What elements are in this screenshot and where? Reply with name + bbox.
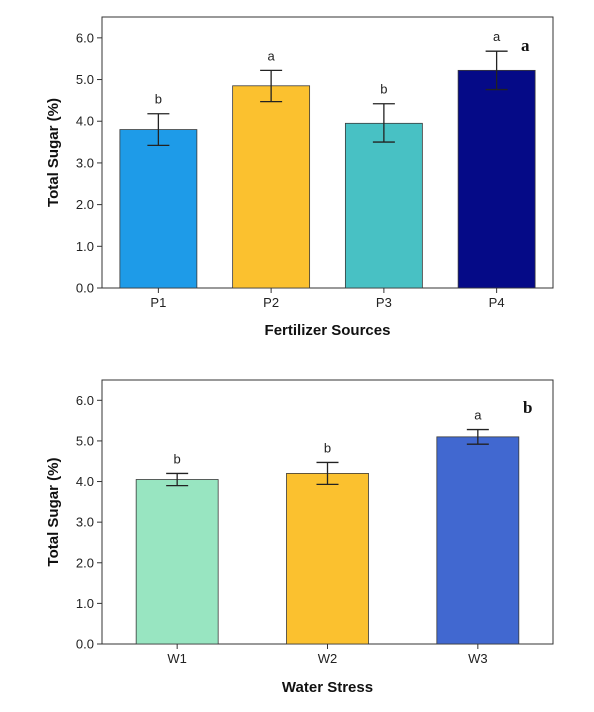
y-tick-label: 6.0 <box>76 393 94 408</box>
x-tick-label: P2 <box>263 295 279 310</box>
bar-P2 <box>232 85 311 289</box>
x-axis-title: Fertilizer Sources <box>265 322 391 339</box>
y-tick-label: 5.0 <box>76 72 94 87</box>
bar-W2 <box>286 473 369 645</box>
x-tick-label: P3 <box>376 295 392 310</box>
significance-label: b <box>324 440 331 455</box>
y-axis-title: Total Sugar (%) <box>45 98 62 207</box>
y-tick-label: 2.0 <box>76 555 94 570</box>
significance-label: b <box>380 82 387 97</box>
x-tick-label: P1 <box>150 295 166 310</box>
y-tick-label: 0.0 <box>76 281 94 296</box>
bar-P4 <box>457 69 536 289</box>
x-tick-label: W3 <box>468 651 488 666</box>
bar-P3 <box>344 122 423 289</box>
bar-W1 <box>135 479 219 645</box>
y-tick-label: 4.0 <box>76 474 94 489</box>
y-tick-label: 0.0 <box>76 637 94 652</box>
x-tick-label: W1 <box>167 651 187 666</box>
y-tick-label: 3.0 <box>76 515 94 530</box>
significance-label: b <box>174 451 181 466</box>
y-tick-label: 4.0 <box>76 114 94 129</box>
y-tick-label: 1.0 <box>76 239 94 254</box>
panel-label: a <box>521 36 530 55</box>
bar-W3 <box>436 436 520 645</box>
bar-P1 <box>119 129 198 289</box>
y-tick-label: 6.0 <box>76 30 94 45</box>
significance-label: b <box>155 92 162 107</box>
significance-label: a <box>493 29 501 44</box>
plot-frame <box>101 16 554 289</box>
y-axis-title: Total Sugar (%) <box>45 458 62 567</box>
y-tick-label: 1.0 <box>76 596 94 611</box>
chart-panel-b: 0.0 1.0 2.0 3.0 4.0 5.0 6.0 b W1 b W2 a W3 Water Stre… <box>45 379 554 696</box>
significance-label: a <box>474 408 482 423</box>
panel-label: b <box>523 398 532 417</box>
x-tick-label: P4 <box>489 295 505 310</box>
x-tick-label: W2 <box>318 651 338 666</box>
y-tick-label: 3.0 <box>76 155 94 170</box>
chart-panel-a: 0.0 1.0 2.0 3.0 4.0 5.0 6.0 b P1 a P2 b P3 a P4 Fertili… <box>45 16 554 339</box>
y-tick-label: 2.0 <box>76 197 94 212</box>
y-tick-label: 5.0 <box>76 433 94 448</box>
x-axis-title: Water Stress <box>282 679 373 696</box>
significance-label: a <box>268 48 276 63</box>
